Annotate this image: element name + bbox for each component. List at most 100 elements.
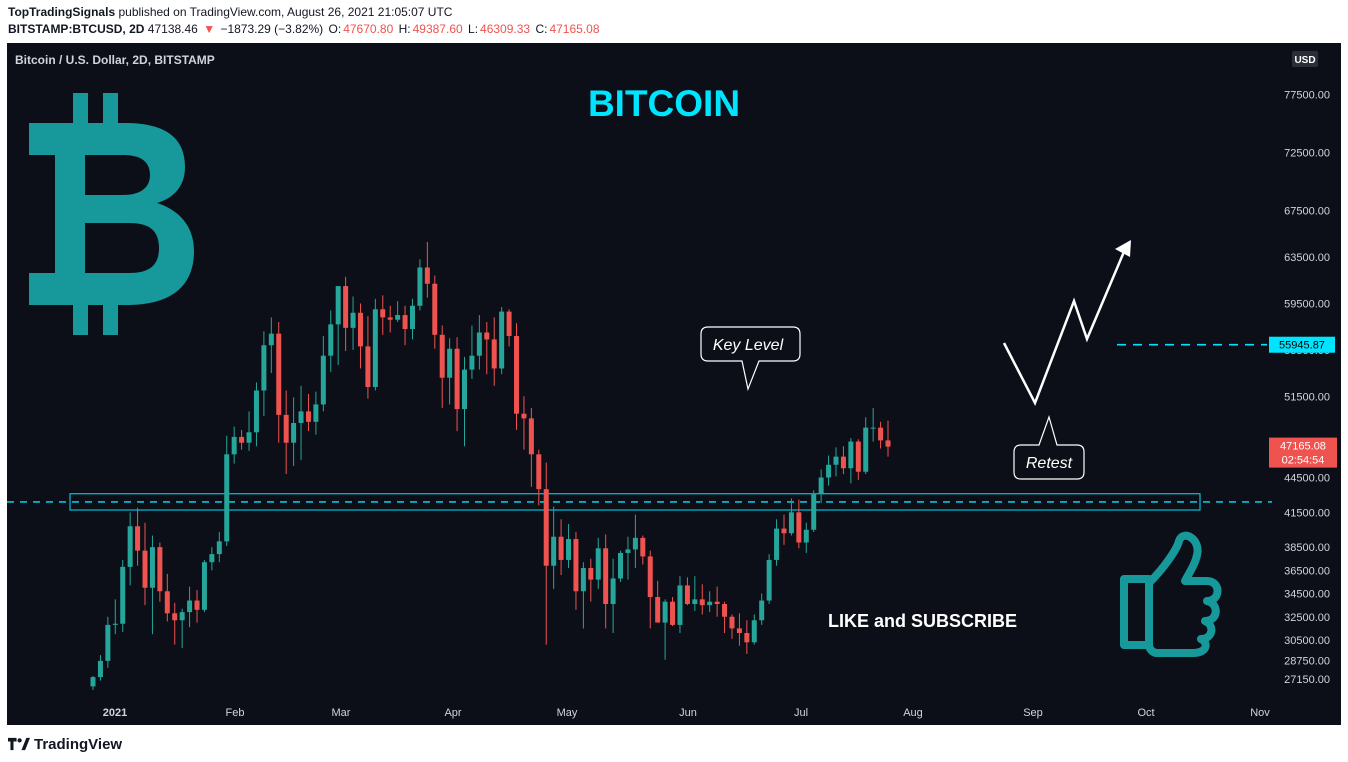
candle-body: [788, 512, 794, 534]
retest-callout[interactable]: Retest: [1013, 415, 1085, 480]
ohlc-low: 46309.33: [480, 22, 531, 36]
chart-canvas[interactable]: Bitcoin / U.S. Dollar, 2D, BITSTAMP BITCO…: [7, 43, 1341, 725]
candle-body: [826, 464, 832, 478]
like-subscribe-text: LIKE and SUBSCRIBE: [828, 611, 1017, 631]
candle-body: [662, 601, 668, 623]
ohlc-close-label: C:: [535, 22, 548, 36]
candle-body: [305, 411, 311, 422]
candle-body: [543, 489, 549, 566]
x-tick-label: Feb: [226, 707, 245, 719]
target-tag-bg: [1269, 336, 1335, 353]
symbol-line: BITSTAMP:BTCUSD, 2D 47138.46 ▼ −1873.29 …: [8, 21, 602, 38]
candle-body: [610, 578, 616, 605]
candle-body: [677, 585, 683, 625]
candle-body: [647, 556, 653, 598]
candle-body: [454, 348, 460, 410]
candle-body: [469, 355, 475, 370]
y-tick-label: 63500.00: [1284, 252, 1330, 264]
price-tag-bg: [1269, 437, 1337, 468]
candle-body: [573, 539, 579, 592]
candle-body: [514, 335, 520, 414]
thumb-cuff: [1120, 575, 1153, 649]
chart-pane[interactable]: Bitcoin / U.S. Dollar, 2D, BITSTAMP BITCO…: [7, 43, 1341, 725]
chart-title: Bitcoin / U.S. Dollar, 2D, BITSTAMP: [15, 53, 215, 67]
candle-body: [335, 286, 341, 325]
y-tick-label: 72500.00: [1284, 148, 1330, 160]
candle-body: [618, 552, 624, 579]
change-down-icon: ▼: [203, 22, 216, 36]
candle-body: [484, 332, 490, 340]
y-tick-label: 30500.00: [1284, 635, 1330, 647]
publisher-name[interactable]: TopTradingSignals: [8, 5, 116, 19]
ohlc-high-label: H:: [398, 22, 411, 36]
candle-body: [365, 346, 371, 388]
candle-body: [476, 332, 482, 356]
candle-body: [239, 436, 245, 443]
candle-body: [372, 309, 378, 388]
candle-body: [499, 311, 505, 369]
candle-body: [558, 536, 564, 560]
candle-body: [736, 628, 742, 634]
candle-body: [231, 436, 237, 455]
candle-body: [135, 526, 141, 551]
ohlc-open: 47670.80: [343, 22, 394, 36]
currency-badge[interactable]: USD: [1292, 51, 1318, 67]
footer-brand[interactable]: TradingView: [34, 735, 123, 753]
candle-body: [246, 432, 252, 443]
y-tick-label: 44500.00: [1284, 473, 1330, 485]
candle-body: [253, 390, 259, 433]
ohlc-open-label: O:: [328, 22, 342, 36]
last-price: 47138.46: [147, 22, 198, 36]
candle-body: [759, 600, 765, 621]
candle-body: [744, 633, 750, 643]
candle-body: [506, 311, 512, 336]
candle-body: [491, 339, 497, 369]
x-tick-label: Mar: [332, 707, 351, 719]
publisher-line: TopTradingSignals published on TradingVi…: [8, 4, 602, 21]
candle-body: [261, 345, 267, 391]
candle-body: [528, 418, 534, 455]
x-tick-label: Oct: [1137, 707, 1154, 719]
candle-body: [179, 612, 185, 621]
candle-body: [536, 454, 542, 490]
candle-body: [343, 286, 349, 328]
candle-body: [566, 539, 572, 560]
candle-body: [588, 568, 594, 580]
candle-body: [209, 554, 215, 563]
candle-body: [402, 315, 408, 329]
projection-path[interactable]: [1002, 246, 1128, 407]
key-level-callout[interactable]: Key Level: [700, 326, 801, 392]
y-tick-label: 36500.00: [1284, 565, 1330, 577]
candle-body: [387, 317, 393, 320]
candle-body: [699, 599, 705, 606]
candle-body: [803, 529, 809, 543]
candle-body: [632, 537, 638, 550]
bitcoin-logo-icon: [29, 93, 194, 335]
y-tick-label: 67500.00: [1284, 206, 1330, 218]
candle-body: [105, 624, 111, 661]
candle-body: [848, 441, 854, 469]
candle-body: [551, 536, 557, 566]
price-change: −1873.29 (−3.82%): [220, 22, 324, 36]
candle-body: [90, 677, 96, 687]
candle-body: [97, 660, 103, 678]
callout-box: [700, 326, 801, 392]
candle-body: [840, 456, 846, 469]
candle-body: [432, 283, 438, 335]
candle-body: [595, 548, 601, 580]
candle-body: [855, 441, 861, 472]
price-tag-label: 47165.08: [1280, 441, 1326, 453]
y-tick-label: 27150.00: [1284, 674, 1330, 686]
key-level-zone[interactable]: [69, 493, 1201, 511]
ohlc-close: 47165.08: [549, 22, 600, 36]
symbol: BITSTAMP:BTCUSD, 2D: [8, 22, 145, 36]
candle-body: [201, 562, 207, 610]
candle-body: [142, 550, 148, 588]
target-tag-label: 55945.87: [1279, 340, 1325, 352]
candle-body: [439, 334, 445, 378]
candle-body: [580, 568, 586, 592]
x-tick-label: Jul: [794, 707, 808, 719]
candle-body: [766, 559, 772, 601]
candle-body: [751, 620, 757, 643]
x-tick-label: Aug: [903, 707, 923, 719]
